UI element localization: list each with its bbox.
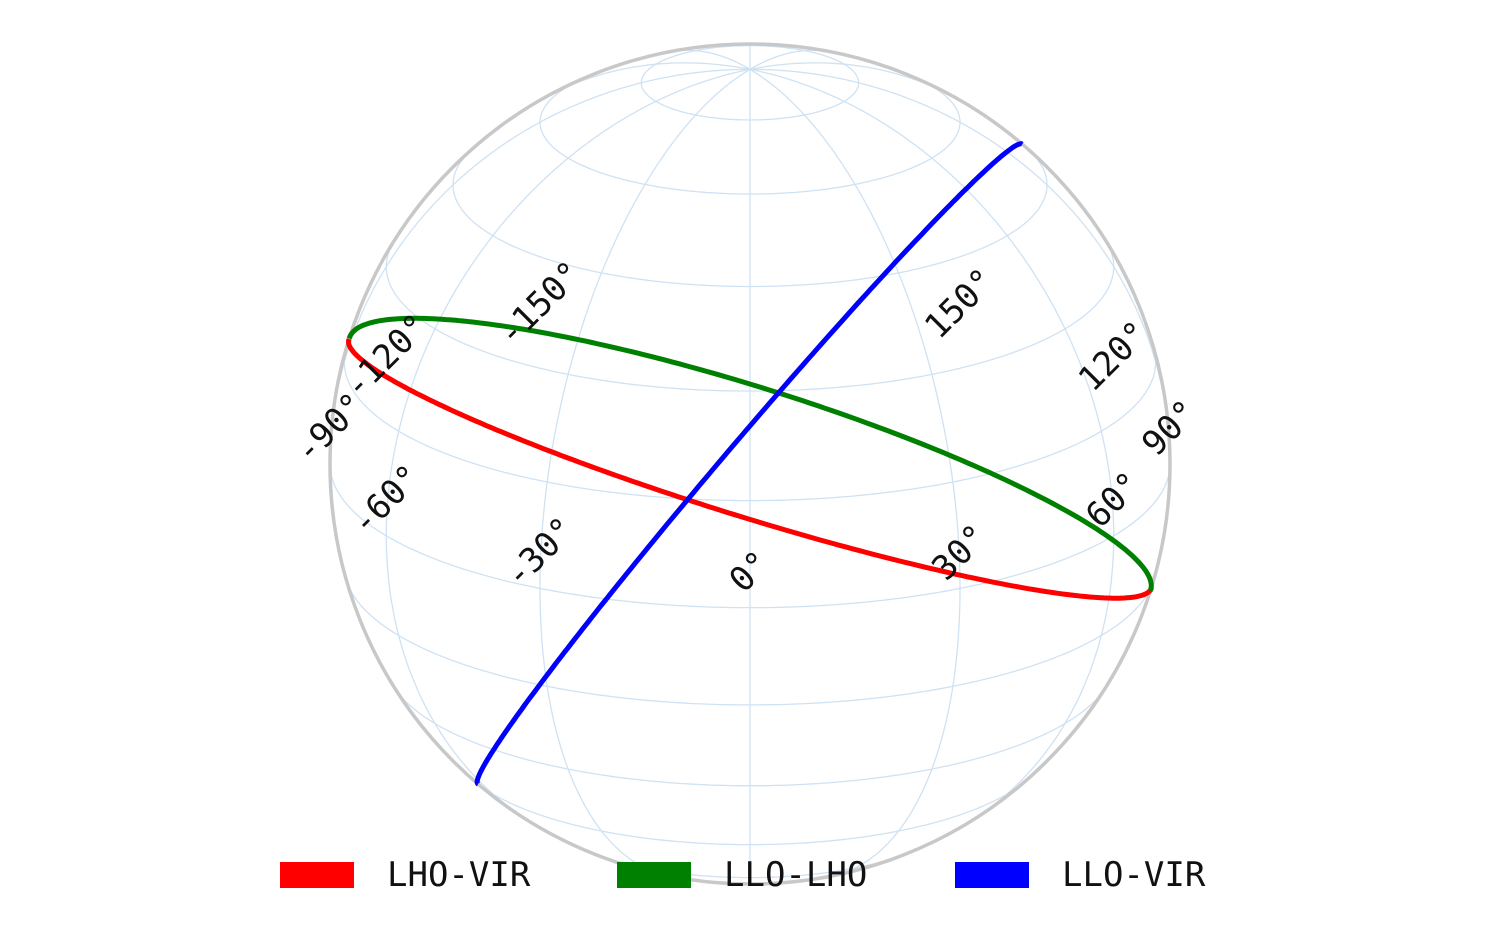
parallel-line (385, 238, 1115, 392)
series-line-lho-vir (345, 338, 1154, 601)
parallel-line (329, 461, 1171, 609)
parallel-line (539, 73, 961, 195)
legend-label-llo-lho: LLO-LHO (724, 855, 868, 895)
meridian-line (749, 62, 975, 110)
tick-label: 90° (1134, 392, 1206, 464)
legend-item-lho-vir[interactable]: LHO-VIR (280, 850, 530, 900)
globe-outline (328, 42, 1172, 886)
legend-swatch-lho-vir (280, 862, 354, 888)
tick-label: 150° (917, 261, 1003, 347)
parallel-line (343, 347, 1157, 502)
legend-item-llo-vir[interactable]: LLO-VIR (955, 850, 1205, 900)
legend-swatch-llo-lho (617, 862, 691, 888)
parallel-line (452, 144, 1048, 288)
legend-label-lho-vir: LHO-VIR (387, 855, 531, 895)
legend-swatch-llo-vir (955, 862, 1029, 888)
parallel-line (392, 684, 1108, 787)
meridian-line (385, 68, 751, 830)
tick-label: 30° (924, 517, 996, 589)
tick-label: 0° (722, 543, 779, 600)
parallel-line (470, 777, 1030, 846)
graticule (329, 44, 1171, 884)
series-line-llo-vir (474, 141, 1024, 787)
legend-label-llo-vir: LLO-VIR (1062, 855, 1206, 895)
meridian-line (749, 68, 961, 878)
legend-item-llo-lho[interactable]: LLO-LHO (617, 850, 867, 900)
meridian-line (525, 62, 751, 110)
parallel-line (345, 578, 1155, 706)
meridian-line (749, 68, 1115, 830)
meridian-line (539, 68, 751, 878)
series-layer (345, 141, 1154, 787)
series-line-llo-lho (346, 315, 1154, 592)
legend: LHO-VIR LLO-LHO LLO-VIR (0, 850, 1500, 900)
parallel-line (640, 44, 860, 121)
